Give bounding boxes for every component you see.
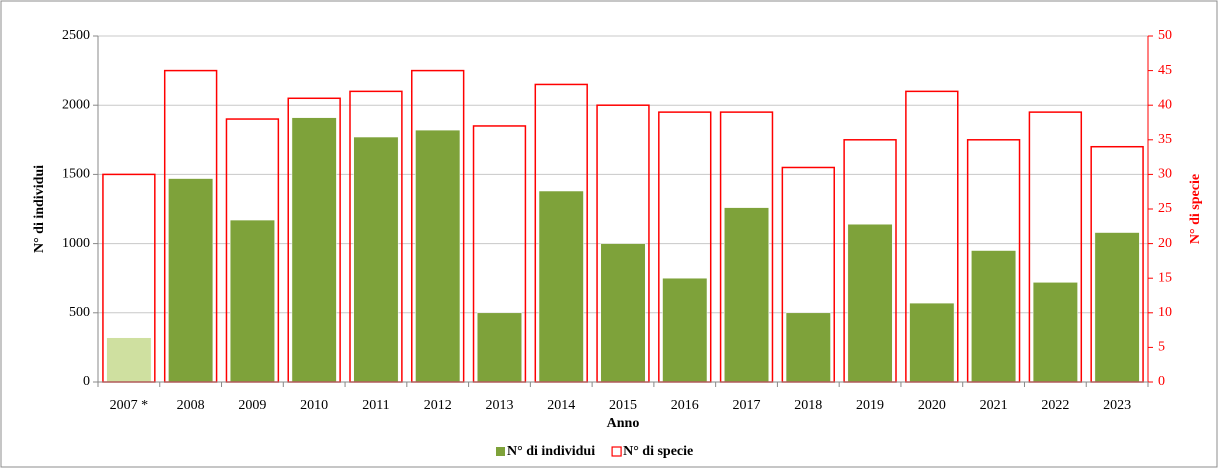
- bar: [971, 250, 1017, 383]
- legend-swatch: [496, 447, 505, 456]
- y2-tick-label: 45: [1158, 63, 1172, 78]
- legend-swatch: [611, 446, 622, 457]
- legend-label: N° di specie: [623, 444, 693, 459]
- bar: [785, 312, 831, 383]
- y2-tick-label: 50: [1158, 28, 1172, 43]
- y2-tick-label: 35: [1158, 132, 1172, 147]
- y2-tick-label: 15: [1158, 270, 1172, 285]
- x-tick-label: 2010: [300, 398, 328, 413]
- x-tick-label: 2011: [362, 398, 389, 413]
- legend-label: N° di individui: [507, 444, 595, 459]
- y-tick-label: 0: [83, 374, 90, 389]
- bar: [724, 207, 770, 383]
- x-tick-label: 2008: [177, 398, 205, 413]
- bar: [1094, 232, 1140, 383]
- y-axis-label: N° di individui: [32, 165, 47, 253]
- x-tick-label: 2020: [918, 398, 946, 413]
- bar: [291, 117, 337, 383]
- x-tick-label: 2023: [1103, 398, 1131, 413]
- bar: [538, 190, 584, 383]
- bar: [168, 178, 214, 383]
- x-tick-label: 2021: [980, 398, 1008, 413]
- x-tick-label: 2009: [238, 398, 266, 413]
- x-tick-label: 2019: [856, 398, 884, 413]
- y-tick-label: 2000: [62, 97, 90, 112]
- y2-tick-label: 30: [1158, 167, 1172, 182]
- bar: [600, 243, 646, 383]
- bar: [229, 219, 275, 383]
- bar: [847, 223, 893, 383]
- x-tick-label: 2015: [609, 398, 637, 413]
- bar: [1032, 282, 1078, 383]
- bar: [909, 302, 955, 383]
- x-tick-label: 2012: [424, 398, 452, 413]
- x-tick-label: 2017: [733, 398, 761, 413]
- y2-tick-label: 40: [1158, 97, 1172, 112]
- x-tick-label: 2007 *: [110, 398, 149, 413]
- y2-tick-label: 10: [1158, 305, 1172, 320]
- y-tick-label: 1000: [62, 236, 90, 251]
- y2-tick-label: 5: [1158, 340, 1165, 355]
- x-tick-label: 2014: [547, 398, 575, 413]
- bar: [476, 312, 522, 383]
- x-tick-label: 2018: [794, 398, 822, 413]
- x-axis-label: Anno: [607, 416, 640, 431]
- x-tick-label: 2013: [485, 398, 513, 413]
- x-tick-label: 2022: [1041, 398, 1069, 413]
- y-tick-label: 2500: [62, 28, 90, 43]
- bar: [662, 277, 708, 383]
- y-tick-label: 1500: [62, 167, 90, 182]
- x-tick-label: 2016: [671, 398, 699, 413]
- y2-axis-label: N° di specie: [1188, 174, 1203, 244]
- bar: [415, 129, 461, 383]
- y2-tick-label: 25: [1158, 201, 1172, 216]
- y2-tick-label: 0: [1158, 374, 1165, 389]
- bar: [353, 136, 399, 383]
- bar: [106, 337, 152, 383]
- y2-tick-label: 20: [1158, 236, 1172, 251]
- y-tick-label: 500: [69, 305, 90, 320]
